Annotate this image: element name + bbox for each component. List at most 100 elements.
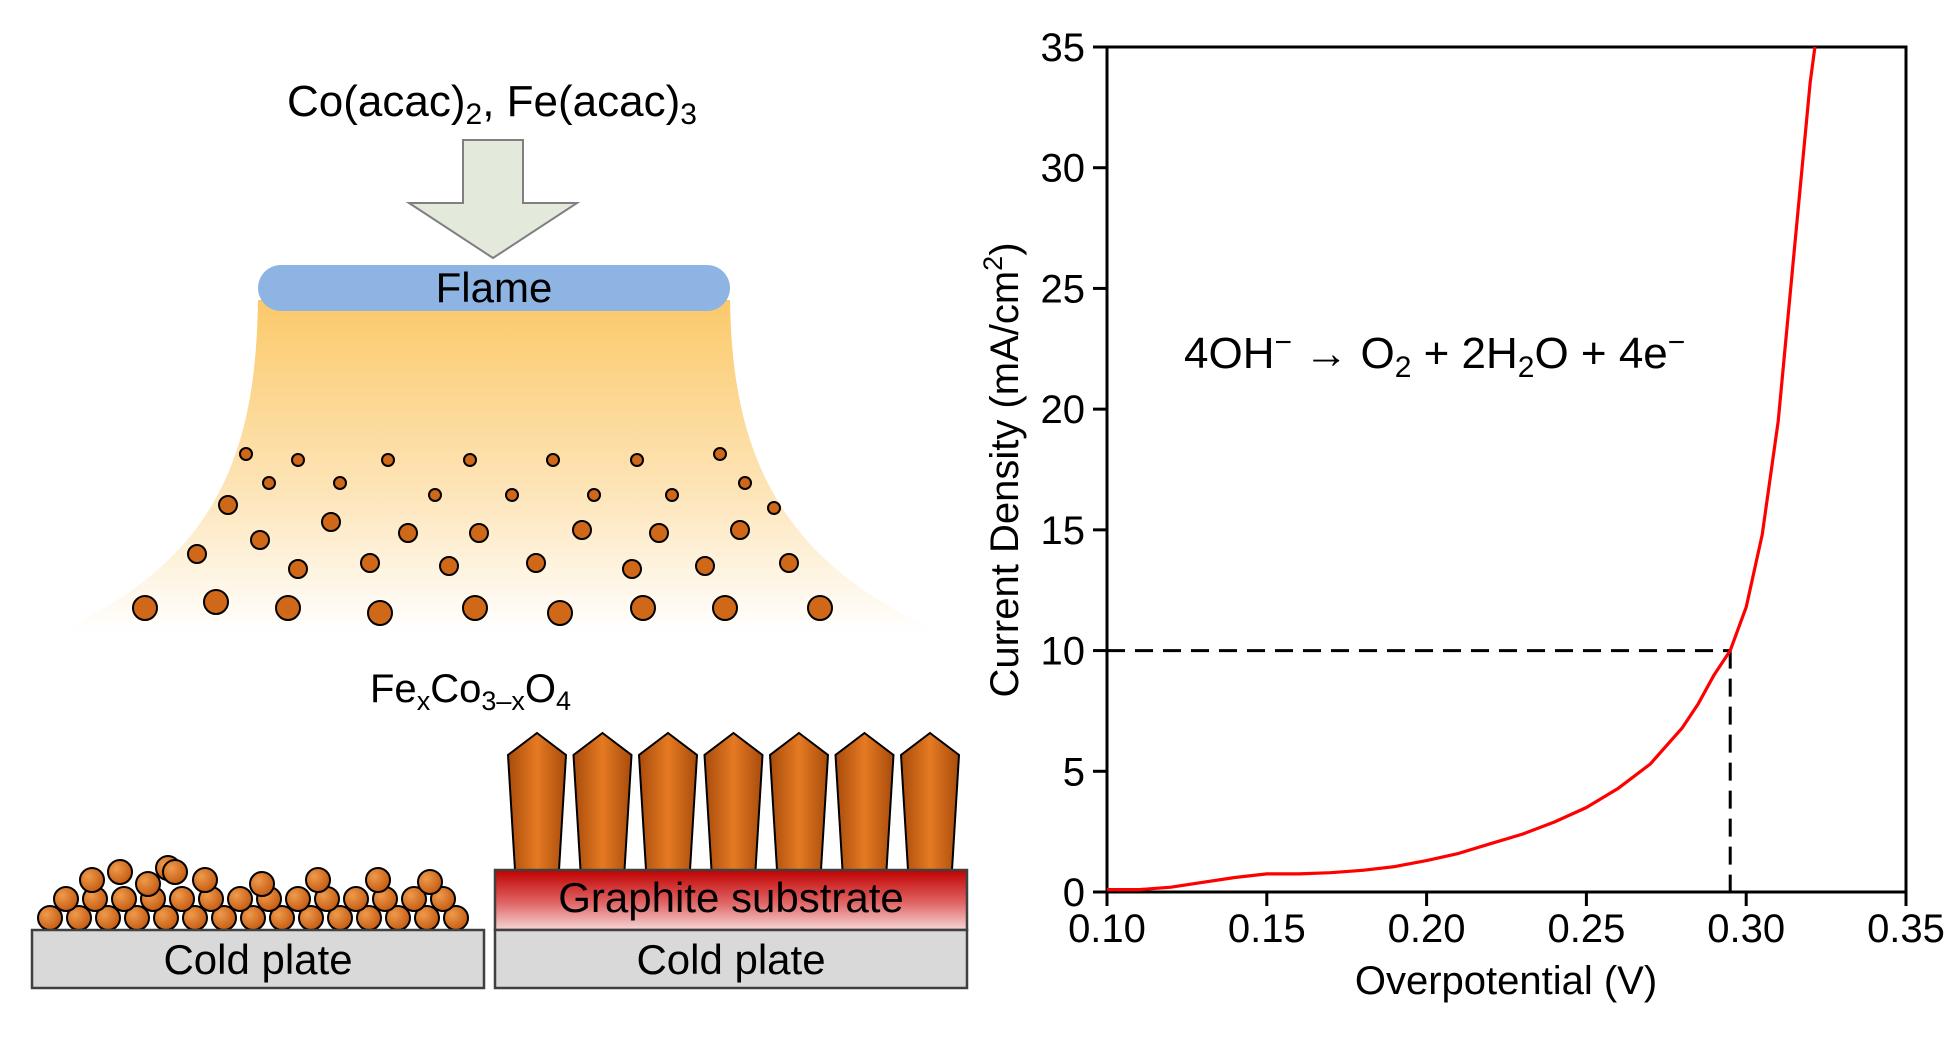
nanoparticle: [288, 559, 308, 579]
x-tick-label: 0.30: [1707, 907, 1785, 951]
nanoparticle: [622, 559, 642, 579]
nanoparticle: [505, 488, 519, 502]
nanoneedle: [703, 731, 764, 871]
x-tick-label: 0.10: [1068, 907, 1146, 951]
x-tick-label: 0.35: [1867, 907, 1945, 951]
deposited-particle: [111, 886, 137, 912]
nanoparticle: [630, 453, 644, 467]
nanoparticle: [218, 495, 238, 515]
y-tick-label: 30: [1041, 147, 1086, 191]
nanoparticle: [291, 453, 305, 467]
nanoparticle: [546, 453, 560, 467]
down-arrow-icon: [405, 139, 581, 260]
cold-plate-left-label: Cold plate: [163, 936, 352, 983]
nanoparticle: [275, 595, 301, 621]
deposited-particle: [305, 867, 331, 893]
deposited-particle: [249, 871, 275, 897]
deposited-particle: [343, 886, 369, 912]
nanoparticle: [807, 595, 833, 621]
deposited-particle: [430, 886, 456, 912]
nanoparticle: [381, 453, 395, 467]
nanoparticle: [321, 512, 341, 532]
flame-label: Flame: [436, 264, 553, 311]
nanoparticle: [713, 447, 727, 461]
deposited-particle: [401, 886, 427, 912]
x-tick-label: 0.25: [1547, 907, 1625, 951]
product-formula: FexCo3–xO4: [370, 667, 571, 716]
nanoparticle: [572, 520, 592, 540]
y-tick-label: 10: [1041, 630, 1086, 674]
x-tick-label: 0.20: [1388, 907, 1466, 951]
y-axis-label: Current Density (mA/cm2): [978, 242, 1027, 697]
nanoparticle: [428, 488, 442, 502]
nanoparticle: [463, 453, 477, 467]
nanoparticle: [398, 523, 418, 543]
nanoparticle: [630, 595, 656, 621]
nanoneedle: [899, 731, 961, 871]
nanoparticle: [439, 556, 459, 576]
nanoparticle: [665, 488, 679, 502]
y-tick-label: 0: [1063, 871, 1085, 915]
nanoparticle: [767, 501, 781, 515]
x-axis-ticks: 0.10 0.15 0.20 0.25 0.30 0.35: [1068, 892, 1945, 951]
nanoneedle: [637, 731, 699, 871]
cold-plate-right: [493, 928, 969, 990]
deposited-particle: [169, 886, 195, 912]
particle-film-deposit: [37, 855, 469, 931]
y-tick-label: 20: [1041, 388, 1086, 432]
plot-frame: [1105, 45, 1908, 894]
nanoparticle: [367, 600, 393, 626]
reference-lines: [1107, 649, 1732, 892]
reaction-equation: 4OH− → O2 + 2H2O + 4e−: [1184, 326, 1685, 384]
deposited-particle: [37, 905, 63, 931]
nanoparticle: [730, 520, 750, 540]
nanoparticle: [132, 595, 158, 621]
x-axis-label: Overpotential (V): [1355, 959, 1657, 1003]
nanoparticle: [262, 476, 276, 490]
deposited-particle: [227, 886, 253, 912]
graphite-substrate-label: Graphite substrate: [558, 874, 904, 921]
nanoparticle: [333, 476, 347, 490]
nanoneedle: [506, 731, 568, 871]
y-axis-ticks: 0 5 10 15 20 25 30 35: [1041, 26, 1107, 915]
polarization-curve: [1107, 46, 1817, 892]
deposited-particle: [365, 867, 391, 893]
flame-synthesis-schematic: Co(acac)2, Fe(acac)3 Flame FexCo3–xO4 Co…: [30, 77, 969, 990]
flame-band: [258, 265, 730, 311]
x-tick-label: 0.15: [1228, 907, 1306, 951]
deposited-particle: [53, 886, 79, 912]
cold-plate-right-label: Cold plate: [636, 936, 825, 983]
nanoneedle: [572, 731, 633, 871]
nanoparticle: [239, 447, 253, 461]
nanoneedle: [768, 731, 830, 871]
y-tick-label: 5: [1063, 750, 1085, 794]
precursor-label: Co(acac)2, Fe(acac)3: [287, 77, 697, 131]
deposited-particle: [285, 886, 311, 912]
deposited-particle: [135, 871, 161, 897]
nanoparticle: [360, 553, 380, 573]
nanoparticle: [712, 595, 738, 621]
y-tick-label: 25: [1041, 267, 1086, 311]
deposited-particle: [79, 867, 105, 893]
plume-particles: [132, 447, 833, 626]
nanoparticle: [738, 476, 752, 490]
nanoneedle: [834, 731, 895, 871]
y-tick-label: 35: [1041, 26, 1086, 70]
graphite-substrate: [493, 868, 969, 932]
nanoparticle: [587, 488, 601, 502]
deposited-particle: [192, 867, 218, 893]
nanoparticle: [649, 523, 669, 543]
nanoparticle: [469, 523, 489, 543]
deposited-particle: [107, 859, 133, 885]
deposited-particle: [162, 859, 188, 885]
y-tick-label: 15: [1041, 509, 1086, 553]
nanoparticle: [695, 556, 715, 576]
nanoparticle: [462, 595, 488, 621]
nanoparticle: [526, 553, 546, 573]
nanoparticle: [187, 544, 207, 564]
flame-plume: [55, 300, 942, 632]
cold-plate-left: [30, 928, 486, 990]
nanoparticle: [203, 589, 229, 615]
